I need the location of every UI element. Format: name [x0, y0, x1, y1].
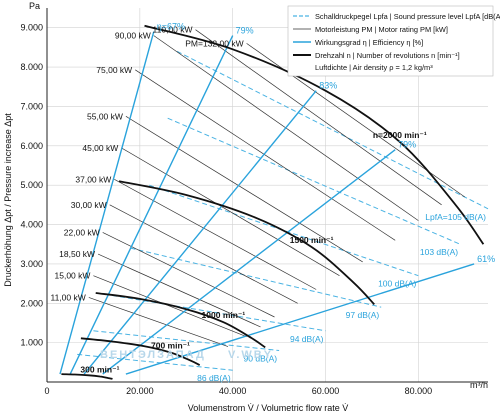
sound-label-100-db-a: 100 dB(A)	[378, 279, 416, 289]
legend: Schalldruckpegel Lpfa | Sound pressure l…	[287, 5, 500, 77]
y-unit-label: Pa	[29, 1, 40, 11]
legend-entry-power: Motorleistung PM | Motor rating PM [kW]	[315, 25, 448, 34]
legend-entry-sound: Schalldruckpegel Lpfa | Sound pressure l…	[315, 12, 500, 21]
power-label-90-00-kw: 90,00 kW	[115, 31, 151, 41]
watermark-text: ВЕНТЭЛЗАПАД	[100, 349, 206, 361]
legend-entry-efficiency: Wirkungsgrad η | Efficiency η [%]	[315, 38, 423, 47]
power-line-45-00-kw	[121, 147, 340, 277]
sound-level-lines	[77, 50, 489, 371]
power-label-132-00-kw: PM=132,00 kW	[185, 38, 243, 48]
sound-line-103-db-a	[167, 117, 461, 245]
power-line-15-00-kw	[93, 275, 247, 338]
speed-curve-1000-min	[95, 292, 266, 349]
power-label-110-00-kw: 110,00 kW	[153, 25, 193, 35]
efficiency-lines	[59, 31, 475, 375]
power-line-75-00-kw	[135, 69, 396, 241]
y-axis-title: Druckerhöhung Δpt / Pressure increase Δp…	[3, 113, 13, 287]
y-tick-label-1000: 1.000	[20, 338, 43, 348]
sound-line-86-db-a	[77, 353, 233, 371]
efficiency-label-2: 83%	[319, 81, 337, 91]
sound-line-90-db-a	[93, 330, 280, 351]
y-tick-label-9000: 9.000	[20, 23, 43, 33]
sound-line-94-db-a	[111, 294, 326, 332]
efficiency-label-0: η=67%	[157, 22, 185, 32]
speed-label-300-min: 300 min⁻¹	[80, 364, 119, 374]
legend-entry-density: Luftdichte | Air density ρ = 1,2 kg/m³	[315, 63, 433, 72]
axes: 1.000 2.000 3.000 4.000 5.000 6.000 7.000 8.000…	[20, 8, 488, 396]
y-tick-label-7000: 7.000	[20, 101, 43, 111]
efficiency-line-3	[102, 149, 396, 375]
power-label-45-00-kw: 45,00 kW	[82, 143, 118, 153]
speed-curve-700-min	[80, 337, 201, 366]
sound-label-105-db-a: LpfA=105 dB(A)	[425, 212, 486, 222]
power-label-75-00-kw: 75,00 kW	[96, 65, 132, 75]
power-line-30-00-kw	[109, 204, 298, 304]
y-tick-label-3000: 3.000	[20, 259, 43, 269]
legend-box	[287, 5, 494, 77]
y-tick-label-2000: 2.000	[20, 298, 43, 308]
power-line-11-00-kw	[88, 297, 229, 347]
y-tick-label-6000: 6.000	[20, 141, 43, 151]
efficiency-line-4	[125, 263, 475, 375]
y-tick-label-4000: 4.000	[20, 220, 43, 230]
sound-label-103-db-a: 103 dB(A)	[420, 247, 458, 257]
power-line-110-00-kw	[195, 29, 442, 206]
power-label-30-00-kw: 30,00 kW	[71, 200, 107, 210]
efficiency-line-2	[83, 90, 317, 375]
efficiency-label-4: 61%	[477, 254, 495, 264]
power-label-11-00-kw: 11,00 kW	[50, 292, 85, 302]
power-line-55-00-kw	[125, 116, 363, 263]
power-line-18-50-kw	[97, 253, 261, 328]
x-tick-label-60000: 60.000	[312, 386, 340, 396]
sound-line-97-db-a	[130, 247, 382, 308]
sound-line-105-db-a	[176, 50, 489, 210]
power-label-18-50-kw: 18,50 kW	[59, 249, 95, 259]
legend-entry-speed: Drehzahl n | Number of revolutions n [mi…	[315, 51, 460, 60]
power-label-55-00-kw: 55,00 kW	[87, 111, 123, 121]
speed-label-1000-min: 1000 min⁻¹	[202, 310, 246, 320]
x-tick-label-80000: 80.000	[405, 386, 433, 396]
efficiency-line-0	[59, 31, 155, 375]
x-tick-label-20000: 20.000	[126, 386, 154, 396]
sound-line-100-db-a	[148, 184, 419, 277]
speed-curve-1500-min	[118, 180, 375, 306]
x-tick-label-0: 0	[44, 386, 49, 396]
speed-label-1500-min: 1500 min⁻¹	[290, 235, 334, 245]
sound-label-94-db-a: 94 dB(A)	[290, 334, 324, 344]
x-tick-label-40000: 40.000	[219, 386, 247, 396]
efficiency-label-1: 79%	[236, 26, 254, 36]
watermark-subtext: V.WBY	[228, 349, 273, 361]
efficiency-label-3: 79%	[398, 140, 416, 150]
speed-curve-300-min	[61, 373, 113, 380]
sound-label-90-db-a: 90 dB(A)	[244, 354, 278, 364]
sound-label-86-db-a: 86 dB(A)	[197, 373, 231, 383]
y-tick-label-8000: 8.000	[20, 62, 43, 72]
power-line-37-00-kw	[114, 178, 317, 290]
x-axis-title: Volumenstrom V̇ / Volumetric flow rate V…	[188, 403, 349, 413]
x-unit-label: m³/h	[470, 380, 488, 390]
power-label-22-00-kw: 22,00 kW	[64, 227, 100, 237]
power-label-15-00-kw: 15,00 kW	[55, 271, 91, 281]
speed-label-n-2000-min: n=2000 min⁻¹	[373, 130, 427, 140]
power-label-37-00-kw: 37,00 kW	[75, 174, 111, 184]
speed-curve-n-2000-min	[144, 24, 485, 245]
curve-labels: LpfA=105 dB(A) 103 dB(A) 100 dB(A) 97 dB(A)…	[50, 22, 495, 384]
speed-label-700-min: 700 min⁻¹	[151, 340, 190, 350]
y-tick-label-5000: 5.000	[20, 180, 43, 190]
efficiency-line-1	[69, 35, 234, 375]
speed-curves	[61, 24, 485, 380]
sound-label-97-db-a: 97 dB(A)	[346, 310, 380, 320]
